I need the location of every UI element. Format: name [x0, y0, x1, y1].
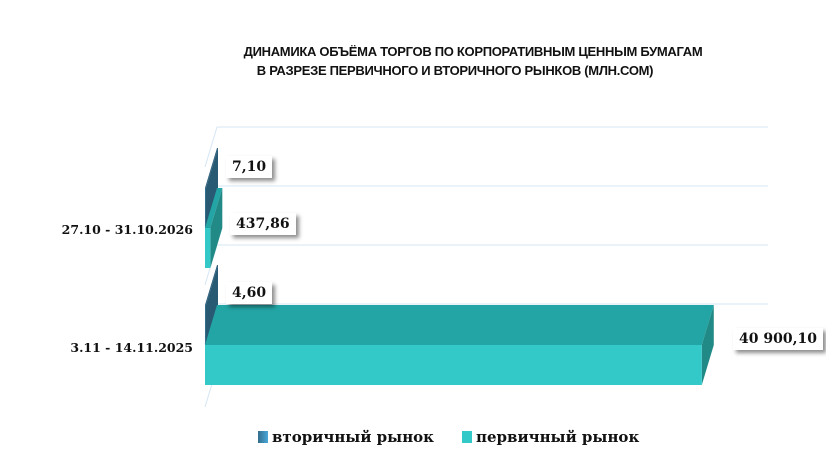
legend-item-primary[interactable]: первичный рынок	[462, 428, 639, 446]
bar-0-1	[205, 305, 206, 345]
legend-label: вторичный рынок	[272, 428, 435, 446]
category-label-1: 3.11 - 14.11.2025	[70, 340, 193, 355]
legend-label: первичный рынок	[476, 428, 640, 446]
bar-top-1-1	[205, 305, 714, 345]
legend-swatch	[258, 431, 268, 443]
chart-title-line-1: ДИНАМИКА ОБЪЁМА ТОРГОВ ПО КОРПОРАТИВНЫМ …	[243, 44, 703, 59]
bar-side-1-1	[701, 305, 714, 385]
data-label-primary-0: 437,86	[230, 213, 296, 235]
data-label-primary-1: 40 900,10	[733, 328, 823, 350]
bar-1-0	[205, 228, 211, 268]
bar-side-0-0	[206, 148, 218, 228]
category-label-0: 27.10 - 31.10.2026	[61, 222, 193, 237]
gridline-depth	[204, 126, 218, 168]
bar-top-0-0	[205, 148, 218, 188]
bar-1-1	[205, 345, 702, 385]
legend-swatch	[462, 431, 473, 443]
data-label-secondary-0: 7,10	[226, 156, 273, 178]
legend: вторичный рынок первичный рынок	[258, 428, 639, 446]
bar-side-1-0	[210, 188, 223, 268]
data-label-secondary-1: 4,60	[226, 282, 273, 304]
bar-top-0-1	[205, 265, 218, 305]
bar-top-1-0	[205, 188, 223, 228]
bar-0-0	[205, 188, 206, 228]
legend-item-secondary[interactable]: вторичный рынок	[258, 428, 434, 446]
bar-side-0-1	[206, 265, 218, 345]
chart-title-line-2: В РАЗРЕЗЕ ПЕРВИЧНОГО И ВТОРИЧНОГО РЫНКОВ…	[256, 63, 654, 78]
